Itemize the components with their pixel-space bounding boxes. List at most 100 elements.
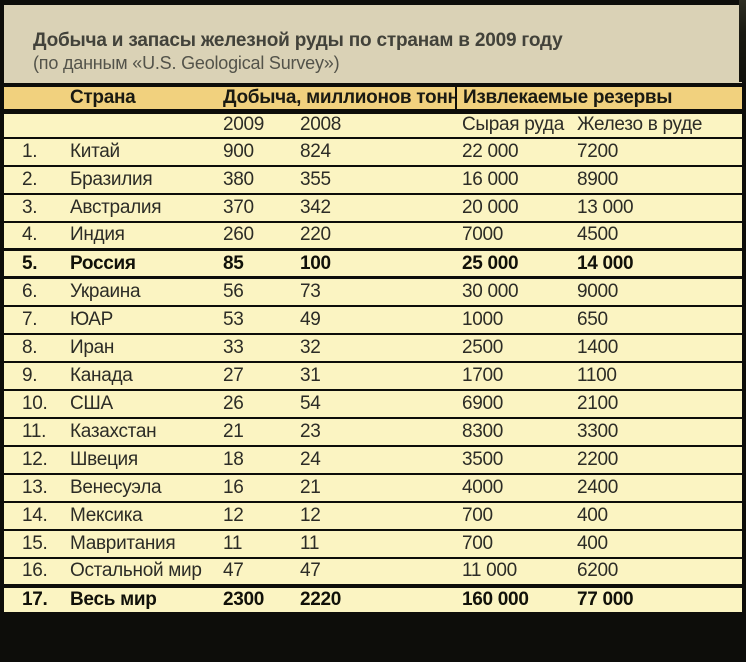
table-row: 12. Швеция 18 24 3500 2200 — [4, 445, 742, 474]
raw-ore-cell: 7000 — [456, 221, 571, 250]
country-cell: Мексика — [62, 501, 219, 530]
iron-in-ore-cell: 77 000 — [571, 585, 742, 614]
prod-2009-cell: 18 — [219, 445, 296, 474]
iron-in-ore-cell: 4500 — [571, 221, 742, 250]
country-cell: Иран — [62, 333, 219, 362]
iron-in-ore-cell: 2100 — [571, 389, 742, 418]
raw-ore-cell: 700 — [456, 529, 571, 558]
iron-in-ore-cell: 9000 — [571, 277, 742, 306]
prod-2009-cell: 33 — [219, 333, 296, 362]
table-row: 5. Россия 85 100 25 000 14 000 — [4, 249, 742, 278]
iron-in-ore-cell: 6200 — [571, 557, 742, 586]
prod-2009-cell: 27 — [219, 361, 296, 390]
table-row: 11. Казахстан 21 23 8300 3300 — [4, 417, 742, 446]
iron-in-ore-cell: 7200 — [571, 137, 742, 166]
table-row: 10. США 26 54 6900 2100 — [4, 389, 742, 418]
iron-in-ore-cell: 14 000 — [571, 249, 742, 278]
prod-2009-cell: 26 — [219, 389, 296, 418]
table-row: 13. Венесуэла 16 21 4000 2400 — [4, 473, 742, 502]
raw-ore-cell: 3500 — [456, 445, 571, 474]
rank-cell: 12. — [4, 445, 62, 474]
prod-2009-cell: 260 — [219, 221, 296, 250]
background-photo-fragment — [739, 0, 746, 82]
table-row: 4. Индия 260 220 7000 4500 — [4, 221, 742, 250]
table-body: 1. Китай 900 824 22 000 7200 2. Бразилия… — [4, 137, 742, 614]
country-cell: Остальной мир — [62, 557, 219, 586]
raw-ore-cell: 22 000 — [456, 137, 571, 166]
iron-in-ore-cell: 400 — [571, 501, 742, 530]
reserves-group-header: Извлекаемые резервы — [455, 87, 742, 114]
country-cell: ЮАР — [62, 305, 219, 334]
prod-2009-cell: 47 — [219, 557, 296, 586]
rank-cell: 13. — [4, 473, 62, 502]
raw-ore-cell: 25 000 — [456, 249, 571, 278]
table-title-block: Добыча и запасы железной руды по странам… — [4, 5, 742, 83]
prod-2009-cell: 21 — [219, 417, 296, 446]
prod-2009-cell: 2300 — [219, 585, 296, 614]
prod-2009-cell: 56 — [219, 277, 296, 306]
raw-ore-cell: 4000 — [456, 473, 571, 502]
prod-2008-cell: 342 — [296, 193, 456, 222]
country-cell: Венесуэла — [62, 473, 219, 502]
prod-2008-cell: 73 — [296, 277, 456, 306]
rank-cell: 16. — [4, 557, 62, 586]
country-cell: Весь мир — [62, 585, 219, 614]
country-header: Страна — [62, 87, 219, 114]
rank-cell: 10. — [4, 389, 62, 418]
iron-ore-table: Страна Добыча, миллионов тонн Извлекаемы… — [4, 87, 742, 615]
rank-cell: 14. — [4, 501, 62, 530]
iron-in-ore-cell: 400 — [571, 529, 742, 558]
table-row: 14. Мексика 12 12 700 400 — [4, 501, 742, 530]
rank-cell: 3. — [4, 193, 62, 222]
prod-2008-cell: 220 — [296, 221, 456, 250]
prod-2008-cell: 21 — [296, 473, 456, 502]
table-row: 3. Австралия 370 342 20 000 13 000 — [4, 193, 742, 222]
country-cell: Канада — [62, 361, 219, 390]
rank-cell: 5. — [4, 249, 62, 278]
raw-ore-cell: 160 000 — [456, 585, 571, 614]
country-cell: Россия — [62, 249, 219, 278]
raw-ore-cell: 11 000 — [456, 557, 571, 586]
country-cell: Украина — [62, 277, 219, 306]
table-row: 2. Бразилия 380 355 16 000 8900 — [4, 165, 742, 194]
prod-2008-cell: 31 — [296, 361, 456, 390]
prod-2008-cell: 2220 — [296, 585, 456, 614]
raw-ore-cell: 6900 — [456, 389, 571, 418]
raw-ore-cell: 700 — [456, 501, 571, 530]
subheader-year-2009: 2009 — [219, 111, 296, 138]
production-group-header: Добыча, миллионов тонн — [219, 87, 456, 114]
rank-cell: 11. — [4, 417, 62, 446]
rank-cell: 7. — [4, 305, 62, 334]
iron-in-ore-cell: 1100 — [571, 361, 742, 390]
subheader-year-2008: 2008 — [296, 111, 456, 138]
raw-ore-cell: 30 000 — [456, 277, 571, 306]
iron-in-ore-cell: 8900 — [571, 165, 742, 194]
prod-2009-cell: 380 — [219, 165, 296, 194]
prod-2009-cell: 16 — [219, 473, 296, 502]
prod-2009-cell: 12 — [219, 501, 296, 530]
iron-in-ore-cell: 650 — [571, 305, 742, 334]
rank-header-cell — [4, 87, 62, 114]
table-row: 6. Украина 56 73 30 000 9000 — [4, 277, 742, 306]
prod-2008-cell: 54 — [296, 389, 456, 418]
prod-2008-cell: 355 — [296, 165, 456, 194]
rank-cell: 2. — [4, 165, 62, 194]
table-subheader-row: 2009 2008 Сырая руда Железо в руде — [4, 111, 742, 138]
country-cell: Китай — [62, 137, 219, 166]
prod-2008-cell: 100 — [296, 249, 456, 278]
table-source-subtitle: (по данным «U.S. Geological Survey») — [33, 53, 340, 73]
table-title: Добыча и запасы железной руды по странам… — [33, 30, 563, 51]
iron-in-ore-cell: 3300 — [571, 417, 742, 446]
country-cell: Казахстан — [62, 417, 219, 446]
raw-ore-cell: 2500 — [456, 333, 571, 362]
iron-in-ore-cell: 2200 — [571, 445, 742, 474]
table-row: 8. Иран 33 32 2500 1400 — [4, 333, 742, 362]
country-cell: Швеция — [62, 445, 219, 474]
raw-ore-cell: 20 000 — [456, 193, 571, 222]
country-cell: Бразилия — [62, 165, 219, 194]
prod-2008-cell: 12 — [296, 501, 456, 530]
prod-2009-cell: 370 — [219, 193, 296, 222]
prod-2008-cell: 824 — [296, 137, 456, 166]
rank-cell: 15. — [4, 529, 62, 558]
